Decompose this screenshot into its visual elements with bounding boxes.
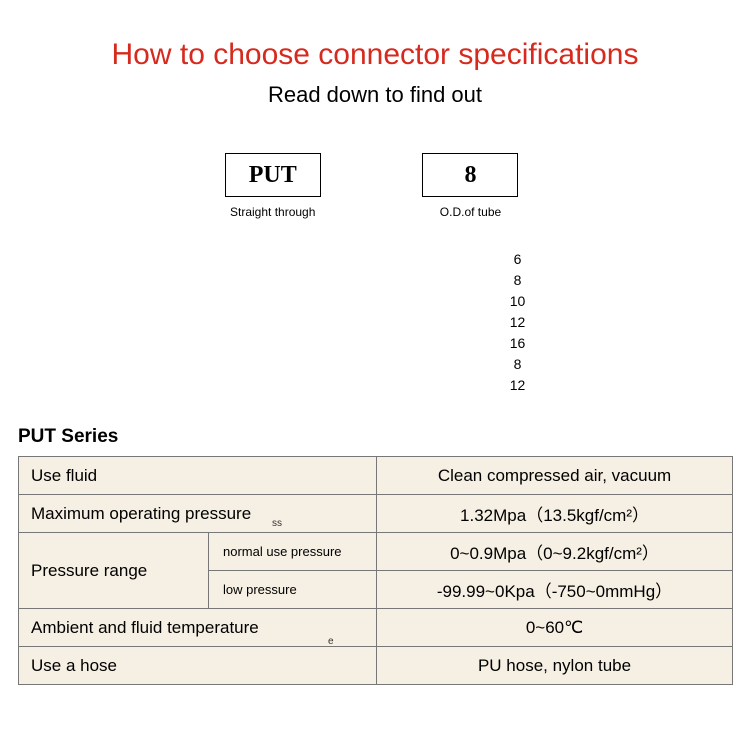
stray-mark-a: ss [272, 518, 282, 529]
spec-box-size: 8 [422, 153, 518, 197]
table-label: Ambient and fluid temperature [19, 609, 377, 647]
size-list-item: 8 [510, 354, 526, 375]
spec-table: Use fluidClean compressed air, vacuumMax… [18, 456, 733, 685]
table-value: -99.99~0Kpa（-750~0mmHg） [377, 571, 733, 609]
spec-boxes-row: PUT Straight through 8 O.D.of tube 68101… [0, 153, 750, 396]
table-group-label: Pressure range [19, 533, 209, 609]
table-value: 0~60℃ [377, 609, 733, 647]
spec-box-put: PUT [225, 153, 321, 197]
table-sublabel: low pressure [209, 571, 377, 609]
size-list: 68101216812 [416, 249, 526, 396]
page-subtitle: Read down to find out [0, 72, 750, 108]
size-list-item: 16 [510, 333, 526, 354]
table-value: 1.32Mpa（13.5kgf/cm²） [377, 495, 733, 533]
page-title: How to choose connector specifications [0, 0, 750, 72]
stray-mark-b: e [328, 636, 334, 647]
table-value: Clean compressed air, vacuum [377, 457, 733, 495]
spec-col-right: 8 O.D.of tube 68101216812 [416, 153, 526, 396]
size-list-item: 6 [510, 249, 526, 270]
size-list-item: 12 [510, 312, 526, 333]
series-label: PUT Series [18, 426, 750, 448]
table-sublabel: normal use pressure [209, 533, 377, 571]
size-list-item: 12 [510, 375, 526, 396]
spec-caption-size: O.D.of tube [440, 205, 501, 219]
table-label: Use a hose [19, 647, 377, 685]
table-value: PU hose, nylon tube [377, 647, 733, 685]
table-value: 0~0.9Mpa（0~9.2kgf/cm²） [377, 533, 733, 571]
spec-caption-put: Straight through [230, 205, 315, 219]
table-label: Maximum operating pressure [19, 495, 377, 533]
size-list-item: 8 [510, 270, 526, 291]
spec-col-left: PUT Straight through [225, 153, 321, 396]
size-list-item: 10 [510, 291, 526, 312]
table-label: Use fluid [19, 457, 377, 495]
